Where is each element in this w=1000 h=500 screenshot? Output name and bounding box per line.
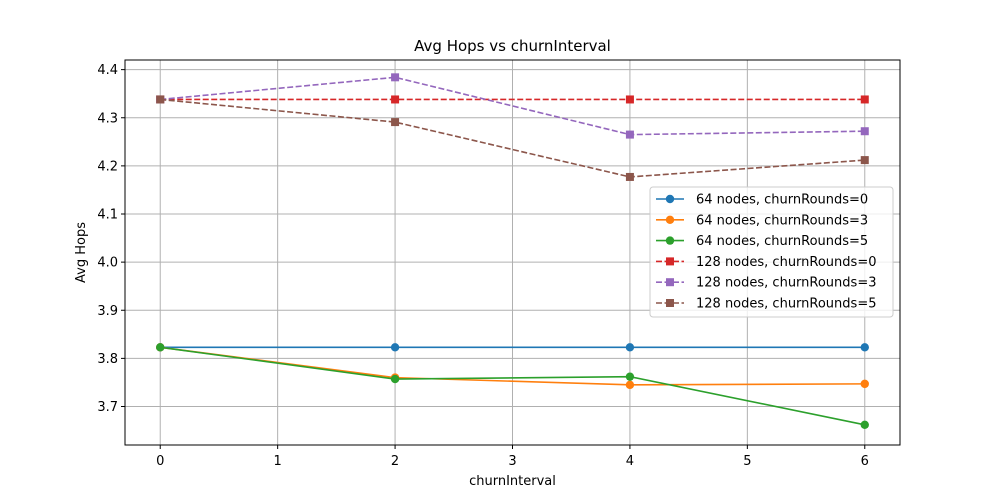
legend-label: 64 nodes, churnRounds=5	[696, 234, 868, 249]
data-point	[861, 95, 869, 103]
y-tick-label: 4.1	[97, 208, 118, 223]
legend-swatch-marker	[666, 236, 674, 244]
legend-label: 128 nodes, churnRounds=5	[696, 297, 876, 312]
data-point	[156, 343, 164, 351]
data-point	[626, 173, 634, 181]
x-tick-label: 1	[274, 454, 282, 469]
legend-label: 64 nodes, churnRounds=0	[696, 193, 868, 208]
x-tick-label: 0	[156, 454, 164, 469]
y-tick-label: 3.9	[97, 304, 118, 319]
legend-label: 64 nodes, churnRounds=3	[696, 213, 868, 228]
data-point	[626, 372, 634, 380]
legend-swatch-marker	[666, 299, 674, 307]
legend-label: 128 nodes, churnRounds=3	[696, 276, 876, 291]
data-point	[391, 375, 399, 383]
legend-swatch-marker	[666, 278, 674, 286]
y-tick-label: 4.4	[97, 63, 118, 78]
chart-title: Avg Hops vs churnInterval	[414, 37, 611, 55]
legend-swatch-marker	[666, 195, 674, 203]
data-point	[156, 95, 164, 103]
data-point	[861, 380, 869, 388]
data-point	[626, 343, 634, 351]
x-axis-label: churnInterval	[469, 474, 556, 489]
legend: 64 nodes, churnRounds=0 64 nodes, churnRo…	[650, 187, 893, 317]
y-tick-label: 4.0	[97, 256, 118, 271]
data-point	[861, 156, 869, 164]
data-point	[391, 95, 399, 103]
x-tick-label: 2	[391, 454, 399, 469]
data-point	[391, 343, 399, 351]
y-axis-label: Avg Hops	[74, 222, 89, 283]
data-point	[861, 421, 869, 429]
data-point	[391, 73, 399, 81]
y-tick-label: 4.3	[97, 111, 118, 126]
data-point	[626, 131, 634, 139]
x-tick-label: 6	[861, 454, 869, 469]
data-point	[861, 127, 869, 135]
data-point	[391, 118, 399, 126]
x-tick-label: 5	[743, 454, 751, 469]
legend-swatch-marker	[666, 216, 674, 224]
legend-swatch-marker	[666, 257, 674, 265]
y-tick-label: 3.7	[97, 400, 118, 415]
data-point	[626, 381, 634, 389]
data-point	[626, 95, 634, 103]
x-tick-label: 3	[508, 454, 516, 469]
data-point	[861, 343, 869, 351]
y-tick-label: 4.2	[97, 159, 118, 174]
x-tick-label: 4	[626, 454, 634, 469]
legend-label: 128 nodes, churnRounds=0	[696, 255, 876, 270]
y-tick-label: 3.8	[97, 352, 118, 367]
